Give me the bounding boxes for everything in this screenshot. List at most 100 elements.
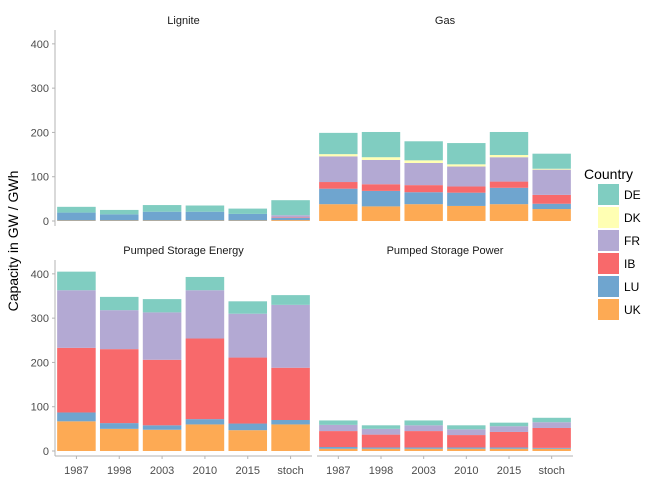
legend-label: DK (624, 211, 641, 225)
bar-segment-pumped-storage-energy-1987-fr (57, 290, 96, 348)
bar-segment-pumped-storage-energy-1998-uk (99, 428, 139, 451)
bar-segment-pumped-storage-power-stoch-ib (532, 427, 571, 448)
bar-segment-pumped-storage-energy-stoch-fr (271, 304, 310, 368)
bar-segment-pumped-storage-energy-stoch-lu (271, 420, 310, 425)
x-tick-label: 2003 (150, 465, 174, 477)
bar-segment-pumped-storage-energy-stoch-ib (271, 367, 310, 420)
bar-segment-gas-2003-uk (404, 204, 443, 221)
legend-label: DE (624, 188, 641, 202)
y-tick-label: 300 (31, 83, 49, 95)
bar-segment-pumped-storage-power-2010-fr (447, 429, 486, 436)
bar-segment-pumped-storage-power-1987-lu (319, 447, 358, 449)
bar-segment-pumped-storage-power-1998-fr (361, 428, 401, 435)
bar-segment-lignite-1998-de (99, 209, 139, 215)
bar-segment-gas-1998-dk (361, 157, 401, 160)
bar-segment-pumped-storage-energy-2010-ib (185, 338, 225, 420)
legend-title: Country (584, 166, 633, 182)
x-tick-label: 2015 (497, 465, 521, 477)
bar-segment-lignite-1987-de (57, 206, 96, 213)
bar-segment-pumped-storage-power-1998-de (361, 425, 401, 429)
bar-segment-gas-1987-ib (319, 182, 358, 189)
bar-segment-pumped-storage-energy-2015-de (228, 301, 268, 314)
y-tick-label: 100 (31, 172, 49, 184)
bar-segment-pumped-storage-energy-2015-ib (228, 357, 268, 424)
legend-swatch (598, 230, 619, 251)
bar-segment-lignite-2003-de (142, 205, 182, 212)
panels-layer: Lignite 0 100 200 300 400 Gas Pumped Storage En… (31, 15, 573, 477)
x-tick-label: 2010 (193, 465, 217, 477)
bar-segment-gas-2010-de (447, 143, 486, 165)
bar-segment-pumped-storage-energy-2010-fr (185, 290, 225, 339)
legend-item-dk: DK (598, 207, 641, 228)
bar-segment-gas-1987-de (319, 132, 358, 155)
bar-segment-pumped-storage-power-2010-uk (447, 448, 486, 451)
bar-segment-pumped-storage-power-2003-lu (404, 447, 443, 449)
bar-segment-gas-2010-uk (447, 205, 486, 221)
bar-segment-pumped-storage-energy-2003-de (142, 299, 182, 313)
bar-segment-gas-2015-lu (489, 187, 529, 205)
bar-segment-gas-stoch-fr (532, 169, 571, 195)
bar-segment-pumped-storage-power-stoch-de (532, 417, 571, 423)
bar-segment-pumped-storage-power-1987-de (319, 420, 358, 425)
bar-segment-pumped-storage-energy-1987-lu (57, 412, 96, 422)
legend-label: IB (624, 257, 635, 271)
bar-segment-pumped-storage-power-1987-ib (319, 431, 358, 448)
x-tick-label: 1998 (369, 465, 393, 477)
legend-items: DE DK FR IB LU UK (598, 184, 641, 320)
y-tick-label: 400 (31, 269, 49, 281)
bar-segment-pumped-storage-power-1998-lu (361, 447, 401, 449)
y-tick-label: 200 (31, 127, 49, 139)
panel-pumped-storage-energy: Pumped Storage Energy 0 100 200 300 400 1987 19… (31, 245, 312, 477)
legend-swatch (598, 207, 619, 228)
y-tick-label: 100 (31, 402, 49, 414)
bar-segment-pumped-storage-power-2003-uk (404, 448, 443, 451)
y-tick-label: 0 (43, 446, 49, 458)
bar-segment-pumped-storage-power-2015-lu (489, 447, 529, 449)
y-tick-label: 200 (31, 357, 49, 369)
legend-item-de: DE (598, 184, 641, 205)
bar-segment-gas-stoch-uk (532, 209, 571, 221)
bar-segment-gas-1987-lu (319, 188, 358, 205)
legend: Country DE DK FR IB LU UK (584, 166, 641, 320)
x-tick-label: 2015 (236, 465, 260, 477)
bar-segment-pumped-storage-energy-1998-ib (99, 349, 139, 424)
bar-segment-pumped-storage-power-2015-ib (489, 431, 529, 448)
bar-segment-pumped-storage-energy-1987-de (57, 271, 96, 291)
bar-segment-gas-2003-ib (404, 185, 443, 193)
bar-segment-gas-1998-ib (361, 184, 401, 191)
bar-segment-pumped-storage-energy-1998-lu (99, 423, 139, 429)
bar-segment-lignite-2010-de (185, 205, 225, 212)
bar-segment-gas-1998-de (361, 131, 401, 158)
panel-title: Lignite (167, 15, 199, 27)
x-tick-label: 2003 (411, 465, 435, 477)
bar-segment-pumped-storage-power-1998-uk (361, 448, 401, 451)
legend-item-uk: UK (598, 299, 641, 320)
bar-segment-gas-1987-uk (319, 204, 358, 221)
bar-segment-gas-2015-ib (489, 181, 529, 188)
bar-segment-gas-1987-fr (319, 156, 358, 183)
bar-segment-gas-2015-uk (489, 204, 529, 221)
bar-segment-lignite-stoch-uk (271, 220, 310, 221)
bar-segment-gas-stoch-de (532, 153, 571, 169)
bar-segment-pumped-storage-power-2010-lu (447, 447, 486, 449)
bar-segment-pumped-storage-energy-2003-ib (142, 359, 182, 426)
legend-label: LU (624, 280, 639, 294)
bar-segment-gas-2015-de (489, 131, 529, 156)
bar-segment-gas-2010-lu (447, 192, 486, 206)
bar-segment-pumped-storage-power-1998-ib (361, 434, 401, 448)
bar-segment-pumped-storage-power-2003-ib (404, 431, 443, 448)
bar-segment-gas-2010-ib (447, 186, 486, 193)
bar-segment-pumped-storage-energy-2003-lu (142, 425, 182, 430)
bar-segment-lignite-stoch-lu (271, 217, 310, 221)
bar-segment-gas-2015-fr (489, 157, 529, 182)
bar-segment-lignite-2010-lu (185, 211, 225, 221)
bar-segment-gas-2010-dk (447, 164, 486, 167)
legend-swatch (598, 276, 619, 297)
y-tick-label: 400 (31, 39, 49, 51)
bar-segment-pumped-storage-power-2010-ib (447, 435, 486, 448)
bar-segment-gas-2003-de (404, 141, 443, 161)
panel-title: Pumped Storage Energy (123, 245, 244, 257)
bar-segment-pumped-storage-energy-1998-fr (99, 310, 139, 350)
legend-swatch (598, 253, 619, 274)
